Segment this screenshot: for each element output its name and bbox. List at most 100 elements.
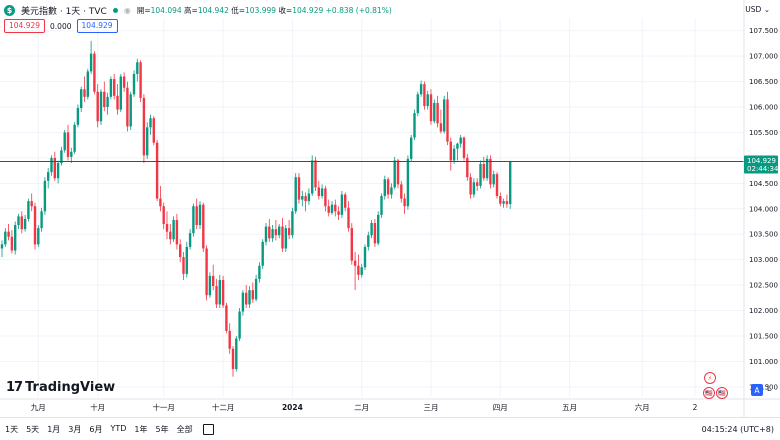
- candle: [261, 239, 264, 269]
- timeframe-5y[interactable]: 5年: [155, 424, 169, 434]
- candle: [406, 155, 410, 210]
- price-chart[interactable]: 107.500107.000106.500106.000105.500105.0…: [0, 0, 780, 417]
- candle: [0, 240, 4, 258]
- candle-body: [0, 244, 4, 249]
- candle: [413, 109, 416, 141]
- candle-body: [33, 206, 37, 245]
- candle-body: [188, 233, 192, 247]
- candle: [287, 219, 291, 240]
- candle: [162, 202, 165, 230]
- market-open-status-icon: [112, 7, 118, 13]
- price-tick-label: 101.000: [749, 358, 778, 366]
- candle-body: [419, 84, 423, 95]
- auto-scale-button[interactable]: A: [751, 384, 763, 396]
- timeframe-1m[interactable]: 1月: [47, 424, 61, 434]
- candle: [218, 274, 221, 308]
- candle-body: [53, 157, 56, 179]
- buy-button[interactable]: 104.929: [76, 19, 118, 33]
- sell-button[interactable]: 104.929: [4, 19, 46, 33]
- log-scale-button[interactable]: L: [767, 384, 772, 393]
- last-price-tag-bg: [744, 155, 778, 174]
- candle: [459, 135, 462, 148]
- candle: [185, 241, 188, 278]
- candle-body: [485, 158, 489, 179]
- candle-body: [373, 223, 377, 244]
- candle: [17, 213, 20, 230]
- candle-body: [261, 241, 264, 266]
- calendar-icon[interactable]: [202, 423, 214, 435]
- candle: [476, 178, 479, 191]
- candle-body: [70, 151, 73, 157]
- candle-body: [152, 118, 155, 143]
- currency-selector[interactable]: USD ⌄: [745, 5, 770, 14]
- candle: [449, 137, 452, 171]
- candle: [264, 223, 268, 246]
- timeframe-1y[interactable]: 1年: [134, 424, 148, 434]
- candle-body: [27, 201, 30, 219]
- candle: [159, 185, 162, 212]
- candle: [482, 156, 485, 181]
- candle: [212, 264, 215, 291]
- timeframe-ytd[interactable]: YTD: [110, 423, 127, 433]
- dividend-event-icon[interactable]: ⚡: [704, 372, 716, 384]
- candle: [386, 177, 390, 199]
- time-tick-label: 十月: [90, 402, 105, 412]
- candle-body: [327, 206, 330, 213]
- candle-body: [136, 62, 139, 74]
- candle-body: [344, 194, 347, 208]
- candle-body: [20, 216, 23, 230]
- candle-body: [353, 260, 357, 266]
- candle: [419, 80, 423, 97]
- timeframe-5d[interactable]: 5天: [26, 424, 40, 434]
- candle: [380, 193, 383, 218]
- candle: [439, 109, 443, 134]
- candle: [495, 172, 499, 199]
- candle: [472, 178, 476, 198]
- price-tick-label: 102.000: [749, 307, 778, 315]
- candle: [479, 160, 482, 189]
- candle: [297, 173, 301, 204]
- price-axis-bg: [744, 0, 780, 417]
- bottom-toolbar: 1天 5天 1月 3月 6月 YTD 1年 5年 全部 04:15:24 (UT…: [0, 417, 780, 440]
- candle: [324, 185, 327, 212]
- candle: [426, 90, 429, 110]
- candle: [499, 192, 502, 207]
- candle-body: [433, 102, 436, 122]
- time-tick-label: 三月: [424, 403, 439, 412]
- candle-body: [195, 206, 198, 226]
- price-tick-label: 105.500: [749, 129, 778, 137]
- candle-body: [314, 160, 317, 188]
- candle-body: [271, 229, 274, 239]
- candle-body: [320, 188, 324, 197]
- candle-body: [469, 177, 472, 195]
- candle-body: [492, 174, 495, 185]
- candle: [80, 86, 83, 113]
- candle-body: [63, 132, 66, 151]
- candle: [400, 180, 403, 203]
- candle: [33, 202, 37, 250]
- candle: [469, 173, 472, 199]
- candle-body: [40, 211, 43, 229]
- timeframe-6m[interactable]: 6月: [89, 424, 103, 434]
- timeframe-3m[interactable]: 3月: [68, 424, 82, 434]
- candle: [238, 307, 241, 342]
- candle-body: [383, 179, 386, 197]
- candle: [103, 81, 106, 112]
- candle-body: [403, 198, 406, 207]
- candle: [390, 183, 393, 199]
- eye-icon[interactable]: ◉: [123, 5, 131, 15]
- timeframe-all[interactable]: 全部: [176, 424, 193, 434]
- symbol-title[interactable]: 美元指數 · 1天 · TVC: [21, 6, 107, 17]
- candle-body: [179, 244, 182, 258]
- candle: [228, 323, 231, 354]
- tradingview-logo[interactable]: 𝟭𝟳 TradingView: [6, 380, 115, 395]
- price-tick-label: 103.500: [749, 231, 778, 239]
- timeframe-1d[interactable]: 1天: [5, 424, 19, 434]
- candle-body: [235, 338, 238, 370]
- clock-timezone[interactable]: 04:15:24 (UTC+8): [701, 424, 774, 434]
- us-flag-event-icon[interactable]: 🇺🇸: [703, 387, 715, 399]
- candle: [4, 228, 7, 247]
- us-flag-event-icon[interactable]: 🇺🇸: [716, 387, 728, 399]
- dollar-icon: $: [4, 4, 15, 16]
- candle: [294, 173, 297, 214]
